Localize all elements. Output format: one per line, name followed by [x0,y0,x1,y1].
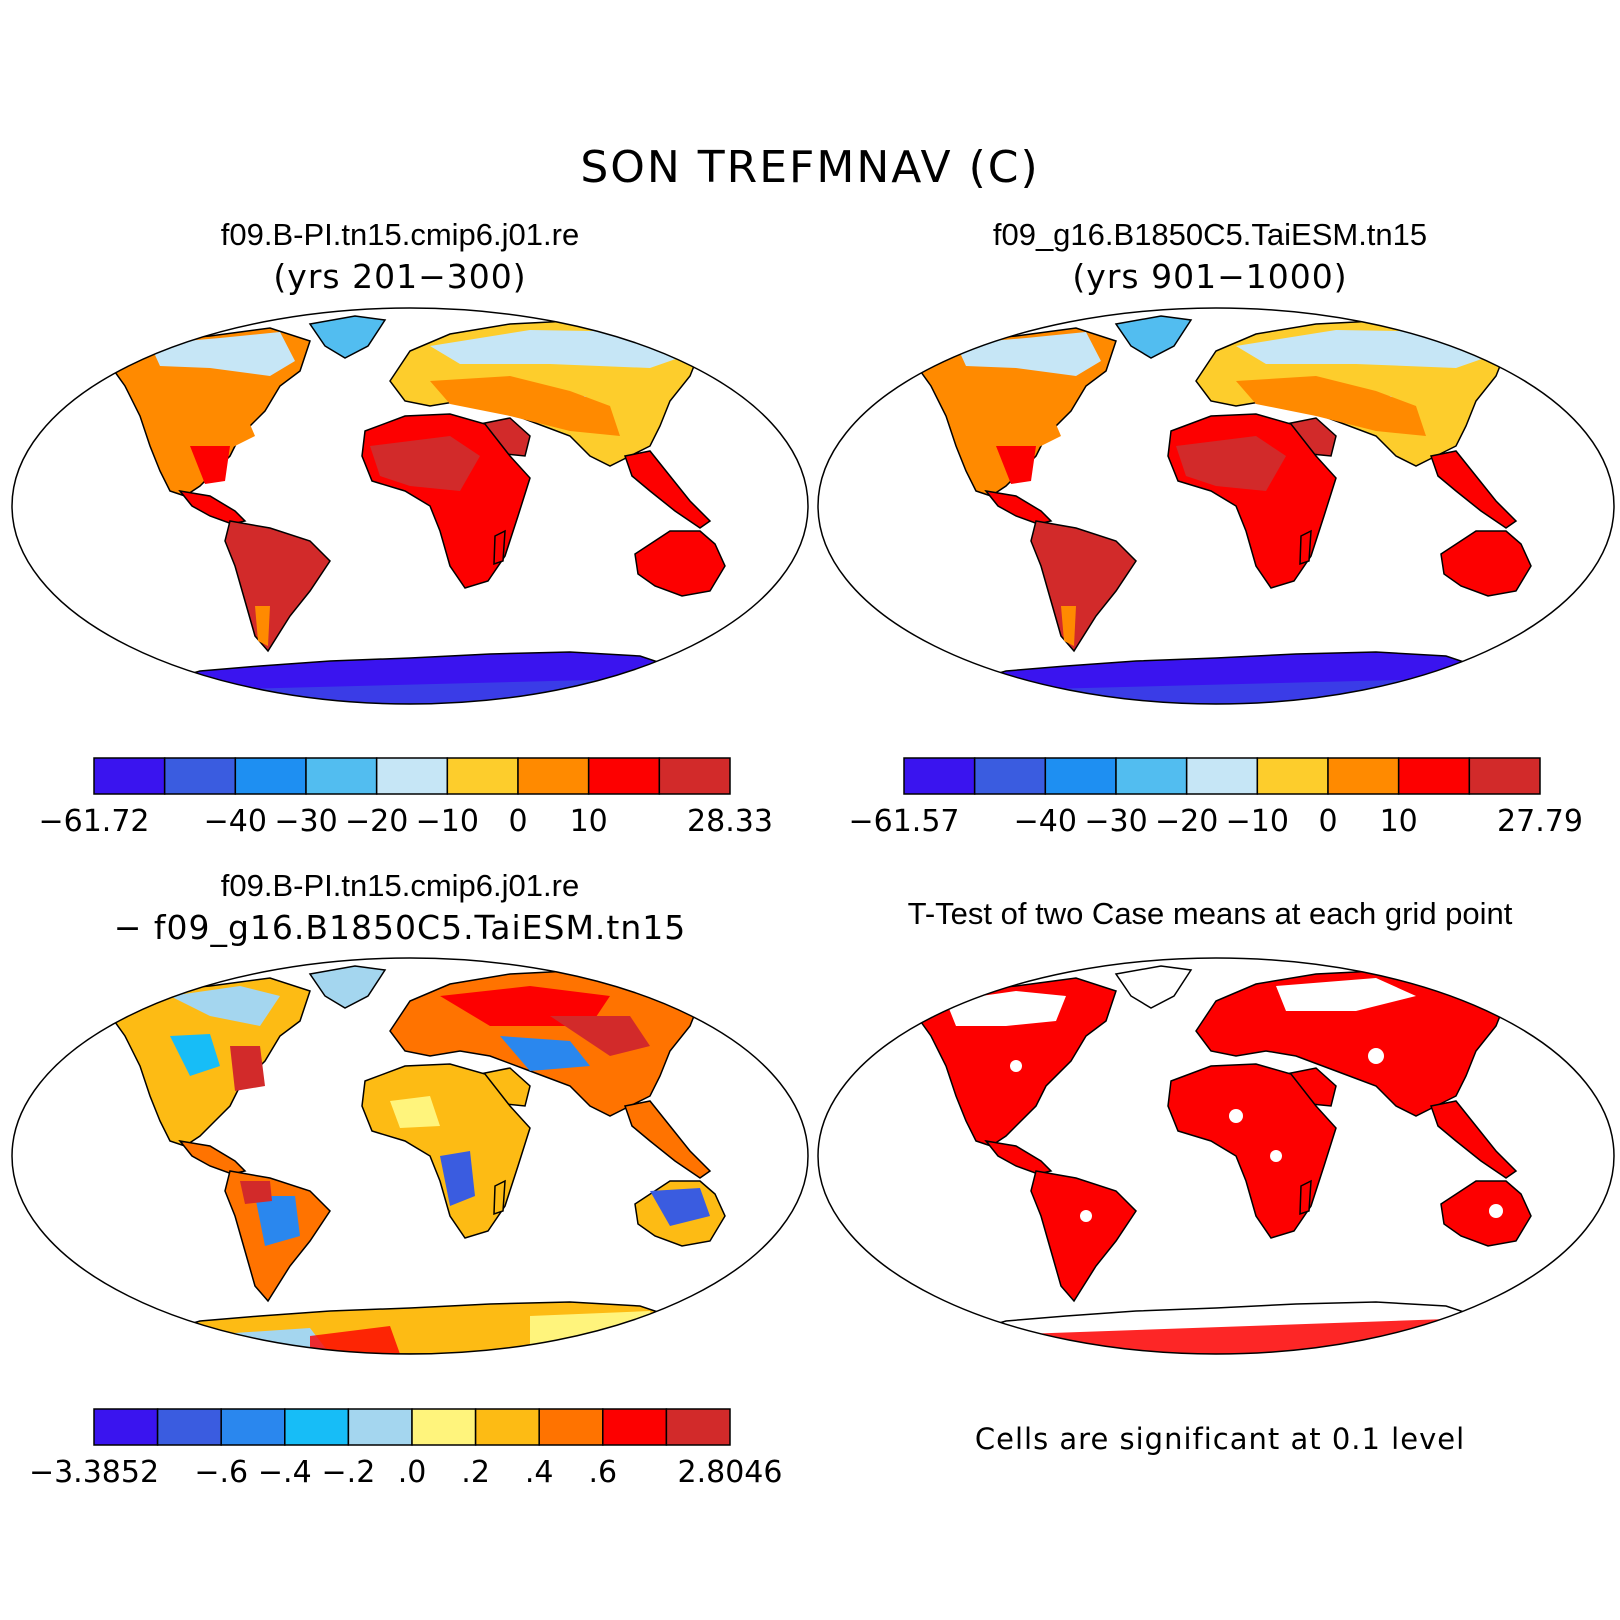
case2-land-central-america [985,490,1052,525]
ttest-land-madagascar [1299,1180,1312,1215]
case1-colorbar-label: 10 [570,804,608,836]
diff-colorbar-box [220,1408,286,1446]
ttest-map [817,957,1615,1355]
case1-land-madagascar [493,530,506,565]
case1-land-greenland [309,315,386,359]
case2-colorbar-box [1397,757,1471,795]
diff-colorbar-box [93,1408,159,1446]
diff-land-greenland [309,965,386,1009]
diff-colorbar-label: −.4 [258,1455,312,1487]
case1-colorbar-box [234,757,307,795]
ttest-land-se-asia [1430,1100,1517,1179]
ttest-land-central-america [985,1140,1052,1175]
case2-colorbar-box [1185,757,1259,795]
diff-colorbar: −3.3852 −.6 −.4 −.2 .0 .2 .4 .6 2.8046 [29,1408,783,1487]
case2-colorbar-label: −10 [1226,804,1289,836]
case2-land-greenland [1115,315,1192,359]
diff-title: f09.B-PI.tn15.cmip6.j01.re [220,868,580,903]
case2-colorbar-label: −20 [1155,804,1218,836]
case2-colorbar-box [903,757,976,795]
diff-colorbar-box [665,1408,731,1446]
diff-colorbar-label: −.2 [322,1455,376,1487]
case1-land-central-america [179,490,246,525]
ttest-land-australia [1440,1180,1532,1247]
case2-colorbar-label: −61.57 [848,804,959,836]
figure-title: SON TREFMNAV (C) [580,142,1040,193]
diff-colorbar-label: .4 [525,1455,554,1487]
diff-colorbar-label: .0 [398,1455,427,1487]
diff-colorbar-box [474,1408,540,1446]
case1-title: f09.B-PI.tn15.cmip6.j01.re [220,217,580,252]
case2-title: f09_g16.B1850C5.TaiESM.tn15 [992,217,1428,252]
diff-subtitle: − f09_g16.B1850C5.TaiESM.tn15 [113,908,687,947]
case1-colorbar-label: −10 [416,804,479,836]
case2-colorbar-box [973,757,1047,795]
case2-colorbar-box [1256,757,1329,795]
diff-land-madagascar [493,1180,506,1215]
diff-land-se-asia [624,1100,711,1179]
case2-colorbar-label: −40 [1014,804,1077,836]
diff-map-border [11,957,809,1355]
case1-colorbar-box [446,757,519,795]
case2-colorbar-box [1115,757,1188,795]
case2-subtitle: (yrs 901−1000) [1072,257,1348,296]
diff-colorbar-label: 2.8046 [678,1455,783,1487]
case1-colorbar-box [658,757,731,795]
case1-colorbar-label: −40 [204,804,267,836]
diff-land-central-america [179,1140,246,1175]
case1-colorbar-label: −20 [345,804,408,836]
case1-colorbar-label: −61.72 [38,804,149,836]
case2-map-border [817,307,1615,705]
case2-land-south-america [1030,520,1137,652]
case1-subtitle: (yrs 201−300) [273,257,527,296]
case2-colorbar-label: 0 [1318,804,1337,836]
diff-colorbar-label: .6 [588,1455,617,1487]
ttest-land-greenland [1115,965,1192,1009]
diff-colorbar-box [411,1408,477,1446]
diff-map [11,957,809,1355]
diff-colorbar-box [538,1408,604,1446]
case1-land-australia [634,530,726,597]
diff-colorbar-label: .2 [461,1455,490,1487]
diff-colorbar-label: −3.3852 [29,1455,159,1487]
diff-colorbar-box [284,1408,350,1446]
case1-colorbar-box [587,757,661,795]
diff-colorbar-box [602,1408,668,1446]
case1-map [11,307,809,705]
case1-land-south-america [224,520,331,652]
diff-colorbar-box [347,1408,413,1446]
case2-colorbar-box [1468,757,1541,795]
ttest-map-border [817,957,1615,1355]
case1-colorbar-box [375,757,449,795]
case2-map [817,307,1615,705]
case2-land-madagascar [1299,530,1312,565]
case1-land-se-asia [624,450,711,529]
case2-colorbar-label: −30 [1084,804,1147,836]
case2-colorbar: −61.57 −40 −30 −20 −10 0 10 27.79 [848,757,1583,836]
ttest-land-south-america [1030,1170,1137,1302]
case1-colorbar-box [305,757,378,795]
case1-colorbar-box [93,757,166,795]
case2-land-se-asia [1430,450,1517,529]
case1-colorbar-box [163,757,237,795]
diff-colorbar-label: −.6 [194,1455,248,1487]
diff-colorbar-box [156,1408,222,1446]
case1-colorbar-label: −30 [274,804,337,836]
case2-land-australia [1440,530,1532,597]
case1-colorbar-label: 0 [508,804,527,836]
case2-colorbar-box [1327,757,1400,795]
case2-colorbar-label: 10 [1380,804,1418,836]
case1-colorbar-box [517,757,590,795]
ttest-title: T-Test of two Case means at each grid po… [907,896,1513,931]
case2-colorbar-label: 27.79 [1497,804,1583,836]
case2-colorbar-box [1044,757,1117,795]
case1-map-border [11,307,809,705]
case1-colorbar-label: 28.33 [687,804,773,836]
ttest-significance-note: Cells are significant at 0.1 level [974,1422,1466,1456]
case1-colorbar: −61.72 −40 −30 −20 −10 0 10 28.33 [38,757,773,836]
